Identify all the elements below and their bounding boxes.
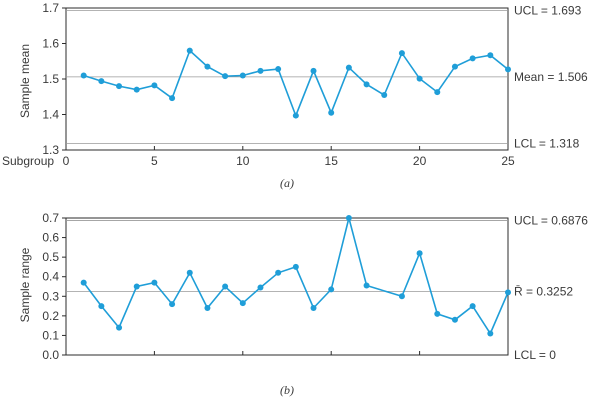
x-tick-label: 20 (413, 154, 427, 168)
data-point (275, 269, 282, 276)
data-point (451, 63, 458, 70)
data-point (133, 283, 140, 290)
data-point (363, 81, 370, 88)
limit-label: R̄ = 0.3252 (514, 284, 573, 298)
data-point (310, 305, 317, 312)
data-point (98, 303, 105, 310)
series-line (83, 49, 509, 118)
y-tick-label: 0.2 (42, 309, 59, 323)
data-point (328, 109, 335, 116)
y-tick-label: 0.0 (42, 348, 59, 362)
data-point (469, 55, 476, 62)
data-point (151, 279, 158, 286)
y-tick-label: 0.7 (42, 211, 59, 225)
x-tick-label: 0 (63, 154, 70, 168)
y-tick-label: 0.4 (42, 270, 59, 284)
y-tick-label: 0.1 (42, 328, 59, 342)
limit-label: UCL = 1.693 (514, 3, 582, 17)
x-tick-label: 25 (501, 154, 515, 168)
y-tick-label: 0.6 (42, 231, 59, 245)
data-point (239, 72, 246, 79)
y-tick-label: 1.3 (42, 143, 59, 157)
data-point (416, 75, 423, 82)
y-tick-label: 1.6 (42, 37, 59, 51)
data-point (257, 67, 264, 74)
data-point (487, 330, 494, 337)
series-line (83, 217, 509, 336)
y-tick-label: 1.5 (42, 72, 59, 86)
data-point (80, 279, 87, 286)
data-point (487, 52, 494, 59)
data-point (257, 284, 264, 291)
data-point (469, 303, 476, 310)
panel-caption: (b) (280, 383, 294, 397)
data-point (381, 91, 388, 98)
data-point (328, 286, 335, 293)
y-axis-title: Sample mean (18, 44, 32, 118)
data-point (292, 263, 299, 270)
limit-label: LCL = 0 (514, 348, 556, 362)
y-axis-title: Sample range (18, 247, 32, 322)
y-tick-label: 0.5 (42, 250, 59, 264)
data-point (451, 316, 458, 323)
limit-label: Mean = 1.506 (514, 70, 588, 84)
data-point (310, 67, 317, 74)
data-point (398, 50, 405, 57)
y-tick-label: 0.3 (42, 289, 59, 303)
data-point (116, 83, 123, 90)
x-axis-title: Subgroup (2, 154, 54, 168)
data-point (416, 250, 423, 257)
data-point (363, 282, 370, 289)
data-point (505, 289, 511, 296)
y-tick-label: 1.7 (42, 1, 59, 15)
data-point (169, 95, 176, 102)
x-tick-label: 15 (325, 154, 339, 168)
plot-frame-1 (65, 7, 509, 151)
data-point (80, 72, 87, 79)
data-point (186, 47, 193, 54)
data-point (133, 86, 140, 93)
data-point (98, 78, 105, 85)
data-point (505, 66, 511, 73)
data-point (186, 269, 193, 276)
data-point (292, 112, 299, 119)
data-point (434, 310, 441, 317)
data-point (275, 66, 282, 73)
data-point (345, 215, 352, 221)
data-point (169, 301, 176, 308)
data-point (151, 82, 158, 89)
panel-caption: (a) (280, 176, 294, 190)
data-point (222, 73, 229, 80)
data-point (434, 89, 441, 96)
data-point (345, 64, 352, 71)
plot-frame-2 (65, 217, 509, 356)
limit-label: UCL = 0.6876 (514, 213, 588, 227)
data-point (398, 293, 405, 300)
data-point (204, 305, 211, 312)
limit-label: LCL = 1.318 (514, 137, 580, 151)
x-tick-label: 10 (236, 154, 250, 168)
data-point (222, 283, 229, 290)
x-tick-label: 5 (151, 154, 158, 168)
data-point (239, 300, 246, 307)
data-point (204, 63, 211, 70)
y-tick-label: 1.4 (42, 108, 59, 122)
data-point (116, 324, 123, 331)
